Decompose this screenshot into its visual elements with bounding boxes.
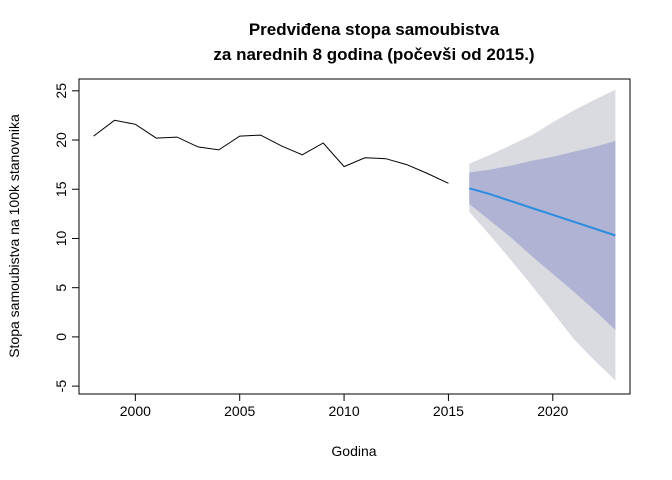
confidence-band-80-layer bbox=[469, 141, 616, 330]
y-tick-label: 15 bbox=[53, 181, 69, 197]
x-axis-label: Godina bbox=[331, 443, 376, 459]
chart-title-line2: za narednih 8 godina (počevši od 2015.) bbox=[213, 45, 534, 64]
x-tick-label: 2015 bbox=[433, 403, 464, 419]
x-tick-label: 2005 bbox=[224, 403, 255, 419]
y-tick-label: 5 bbox=[53, 284, 69, 292]
forecast-line-layer bbox=[469, 187, 616, 237]
history-line-layer bbox=[93, 119, 449, 184]
y-tick-label: 0 bbox=[53, 333, 69, 341]
y-tick-label: 10 bbox=[53, 231, 69, 247]
y-tick-label: 20 bbox=[53, 132, 69, 148]
x-tick-label: 2000 bbox=[120, 403, 151, 419]
x-tick-label: 2020 bbox=[537, 403, 568, 419]
x-axis: 2000 2005 2010 2015 2020 bbox=[120, 394, 569, 419]
x-tick-label: 2010 bbox=[328, 403, 359, 419]
chart-title-line1: Predviđena stopa samoubistva bbox=[249, 20, 500, 39]
y-axis: -5 0 5 10 15 20 25 bbox=[53, 83, 79, 393]
plot-frame bbox=[78, 78, 631, 395]
y-axis-label: Stopa samoubistva na 100k stanovnika bbox=[6, 114, 22, 358]
y-tick-label: -5 bbox=[53, 380, 69, 393]
confidence-band-80 bbox=[469, 141, 616, 330]
history-series-line bbox=[93, 119, 449, 184]
forecast-mean-line bbox=[469, 187, 616, 237]
y-tick-label: 25 bbox=[53, 83, 69, 99]
